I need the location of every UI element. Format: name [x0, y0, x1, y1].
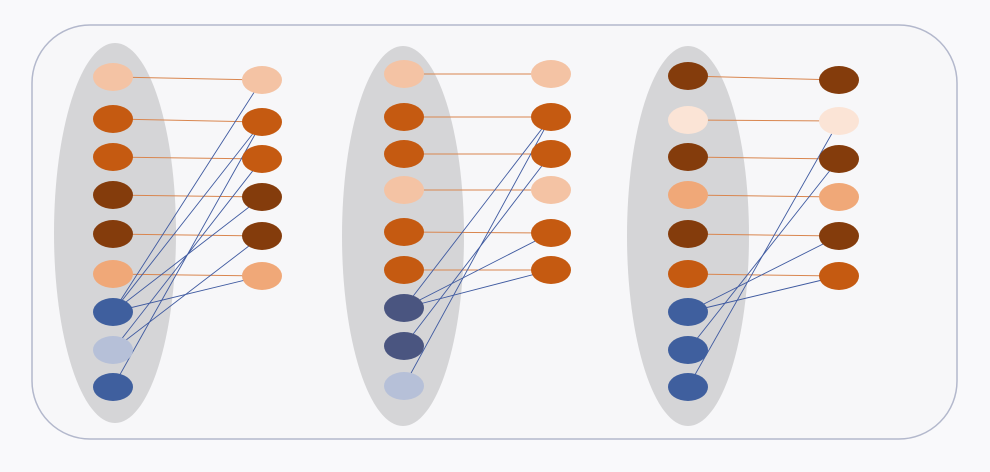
orange-link — [687, 194, 840, 198]
blue-link — [403, 116, 552, 387]
orange-link — [687, 75, 840, 81]
blue-link — [403, 116, 552, 309]
blue-link — [687, 275, 840, 313]
left-node — [668, 336, 708, 364]
orange-link — [112, 118, 263, 123]
orange-link — [687, 156, 840, 160]
right-node — [531, 103, 571, 131]
right-node — [531, 176, 571, 204]
right-node — [819, 66, 859, 94]
right-node — [242, 222, 282, 250]
orange-link — [112, 233, 263, 237]
left-node — [93, 336, 133, 364]
left-node — [93, 220, 133, 248]
right-node — [531, 219, 571, 247]
right-node — [242, 66, 282, 94]
left-node — [93, 181, 133, 209]
left-node — [93, 260, 133, 288]
right-node — [242, 183, 282, 211]
left-node — [93, 298, 133, 326]
groups-layer — [54, 43, 859, 426]
orange-link — [112, 76, 263, 81]
blue-link — [687, 235, 840, 313]
left-node — [93, 63, 133, 91]
left-node — [93, 373, 133, 401]
left-node — [668, 143, 708, 171]
orange-link — [687, 273, 840, 277]
right-node — [242, 108, 282, 136]
orange-link — [112, 156, 263, 160]
group-1 — [54, 43, 282, 423]
left-node — [384, 256, 424, 284]
left-node — [384, 294, 424, 322]
orange-link — [687, 119, 840, 122]
right-node — [819, 222, 859, 250]
right-node — [531, 256, 571, 284]
blue-link — [112, 121, 263, 313]
left-node — [384, 372, 424, 400]
orange-link — [112, 273, 263, 277]
orange-link — [687, 233, 840, 237]
left-node — [668, 298, 708, 326]
left-node — [668, 220, 708, 248]
left-node — [668, 373, 708, 401]
left-node — [93, 105, 133, 133]
blue-link — [112, 79, 263, 313]
left-node — [384, 332, 424, 360]
orange-link — [403, 231, 552, 234]
left-node — [668, 106, 708, 134]
group-2 — [342, 46, 571, 426]
left-node — [384, 103, 424, 131]
right-node — [242, 262, 282, 290]
blue-link — [403, 232, 552, 309]
blue-link — [112, 121, 263, 388]
right-node — [531, 60, 571, 88]
left-node — [93, 143, 133, 171]
blue-link — [403, 153, 552, 347]
group-3 — [627, 46, 859, 426]
left-node — [668, 62, 708, 90]
right-node — [819, 262, 859, 290]
left-node — [668, 181, 708, 209]
blue-link — [112, 235, 263, 351]
right-node — [819, 145, 859, 173]
right-node — [819, 107, 859, 135]
left-node — [384, 60, 424, 88]
right-node — [531, 140, 571, 168]
left-node — [384, 218, 424, 246]
left-node — [384, 176, 424, 204]
blue-link — [687, 120, 840, 388]
left-node — [668, 260, 708, 288]
right-node — [242, 145, 282, 173]
blue-link — [403, 269, 552, 309]
right-node — [819, 183, 859, 211]
left-node — [384, 140, 424, 168]
blue-link — [112, 275, 263, 313]
